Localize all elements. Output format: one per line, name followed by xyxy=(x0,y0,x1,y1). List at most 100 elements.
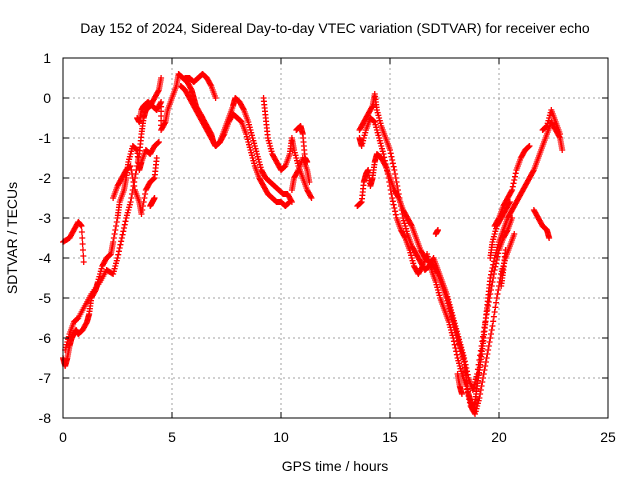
data-point xyxy=(418,264,425,271)
data-point xyxy=(80,253,87,259)
data-point xyxy=(128,195,135,201)
data-point xyxy=(389,160,396,167)
data-point xyxy=(476,395,483,401)
data-point xyxy=(402,225,409,232)
data-point xyxy=(456,360,463,367)
data-point xyxy=(448,309,455,316)
data-point xyxy=(451,341,458,348)
data-point xyxy=(133,167,140,173)
data-point xyxy=(245,119,252,125)
data-point xyxy=(508,188,515,195)
data-point xyxy=(246,124,253,131)
data-point xyxy=(511,173,518,180)
data-point xyxy=(546,115,553,121)
data-point xyxy=(124,209,131,216)
data-point xyxy=(113,223,120,229)
data-point xyxy=(478,383,485,389)
data-point xyxy=(126,153,133,160)
data-point xyxy=(113,257,120,264)
data-point xyxy=(288,197,295,204)
data-point xyxy=(448,329,455,336)
data-point xyxy=(545,117,552,124)
data-point xyxy=(480,375,487,381)
data-point xyxy=(373,127,380,133)
data-point xyxy=(488,331,495,337)
data-point xyxy=(485,303,492,309)
y-tick-label: -8 xyxy=(39,410,52,426)
data-point xyxy=(249,155,256,161)
data-point xyxy=(474,366,481,373)
data-point xyxy=(240,105,247,112)
data-point xyxy=(306,179,313,185)
data-point xyxy=(491,267,498,273)
data-point xyxy=(480,333,487,340)
data-point xyxy=(466,396,473,403)
data-point xyxy=(245,139,252,145)
data-point xyxy=(119,231,126,238)
data-point xyxy=(131,183,138,189)
data-point xyxy=(389,195,396,201)
data-point xyxy=(248,149,255,156)
data-point xyxy=(304,159,311,165)
data-point xyxy=(464,368,471,375)
data-point xyxy=(127,151,134,157)
data-point xyxy=(546,235,553,241)
data-point xyxy=(389,198,396,205)
data-point xyxy=(251,143,258,149)
data-point xyxy=(479,379,486,385)
data-point xyxy=(253,148,260,155)
data-point xyxy=(382,161,389,167)
data-point xyxy=(378,143,385,149)
data-point xyxy=(481,367,488,373)
data-point xyxy=(110,235,117,241)
data-point xyxy=(377,120,384,127)
data-point xyxy=(509,183,516,190)
data-point xyxy=(493,260,500,267)
data-point xyxy=(482,319,489,326)
data-point xyxy=(443,291,450,297)
data-point xyxy=(96,273,103,280)
x-tick-label: 5 xyxy=(168,429,176,445)
data-point xyxy=(456,339,463,345)
data-point xyxy=(291,147,298,153)
data-point xyxy=(118,235,125,241)
data-point xyxy=(247,147,254,153)
data-point xyxy=(381,154,388,161)
data-point xyxy=(485,347,492,353)
data-point xyxy=(488,271,495,278)
data-point xyxy=(375,132,382,139)
data-point xyxy=(408,221,415,228)
data-point xyxy=(294,168,301,175)
data-point xyxy=(376,117,383,124)
data-point xyxy=(506,199,513,205)
data-point xyxy=(491,309,498,315)
data-point xyxy=(375,112,382,119)
data-point xyxy=(142,191,149,197)
data-point xyxy=(433,281,440,288)
y-tick-label: -5 xyxy=(39,290,52,306)
data-point xyxy=(128,167,135,173)
data-point xyxy=(308,195,315,201)
data-point xyxy=(267,143,274,149)
data-point xyxy=(489,279,496,285)
data-point xyxy=(376,115,383,121)
data-point xyxy=(251,160,258,167)
data-point xyxy=(113,219,120,225)
data-point xyxy=(373,107,380,113)
data-point xyxy=(408,255,415,261)
data-point xyxy=(487,291,494,297)
data-point xyxy=(434,227,441,233)
data-point xyxy=(293,157,300,164)
y-tick-label: -2 xyxy=(39,170,52,186)
data-point xyxy=(387,150,394,157)
data-point xyxy=(485,299,492,305)
data-point xyxy=(457,365,464,372)
data-point xyxy=(453,328,460,335)
data-point xyxy=(126,163,133,170)
data-point xyxy=(251,140,258,147)
data-point xyxy=(114,255,121,261)
data-point xyxy=(475,397,482,404)
data-point xyxy=(392,211,399,218)
data-point xyxy=(362,129,369,136)
data-point xyxy=(110,271,117,277)
